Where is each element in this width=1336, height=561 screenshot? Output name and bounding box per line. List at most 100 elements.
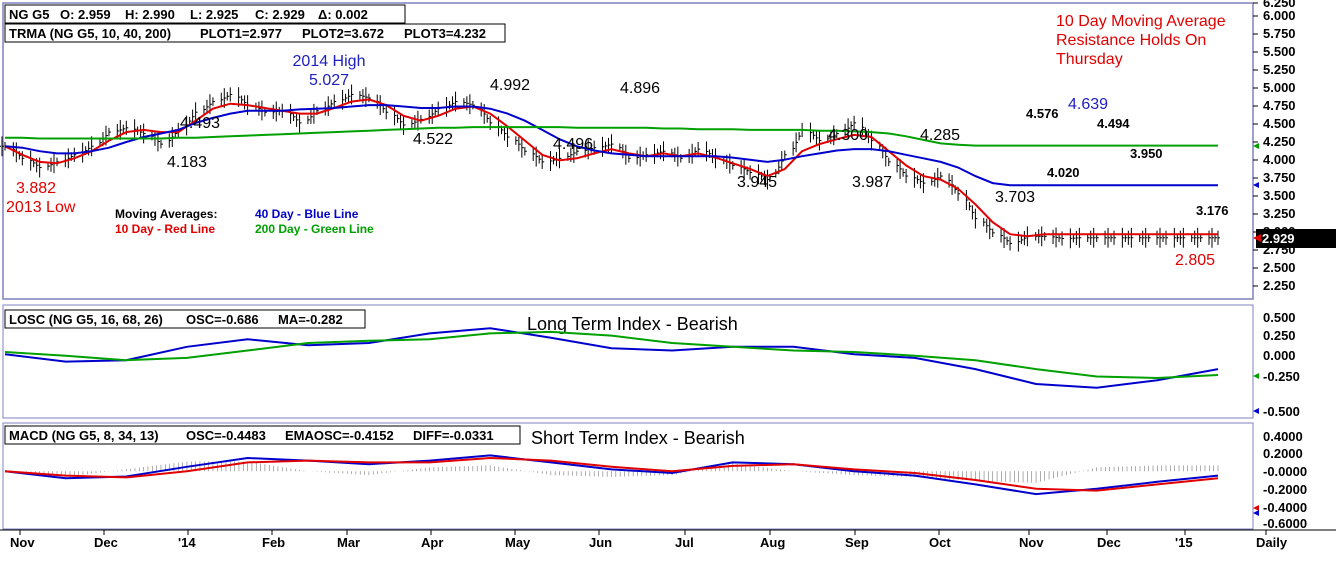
losc-osc: OSC=-0.686 — [186, 312, 259, 327]
legend-green: 200 Day - Green Line — [255, 222, 374, 236]
x-tick-label: Mar — [337, 535, 360, 550]
price-label: 3.987 — [852, 174, 892, 191]
ma40-line — [4, 104, 1218, 187]
macd-diff: DIFF=-0.0331 — [413, 428, 494, 443]
macd-osc-marker — [1253, 510, 1259, 516]
quote-header: NG G5 O: 2.959 H: 2.990 L: 2.925 C: 2.92… — [4, 4, 406, 24]
ma-legend: Moving Averages: 40 Day - Blue Line 10 D… — [115, 207, 374, 236]
price-panel — [2, 2, 1254, 300]
x-axis: Nov Dec '14 Feb Mar Apr May Jun Jul Aug Sep Oct Nov D… — [10, 530, 1288, 550]
last-price-marker — [1253, 234, 1261, 242]
losc-osc-marker — [1253, 408, 1259, 414]
x-tick-label: Daily — [1256, 535, 1288, 550]
last-price: 2.929 — [1262, 231, 1295, 246]
macd-tick-label: -0.4000 — [1263, 500, 1307, 515]
resistance-note-line2: Resistance Holds On — [1056, 32, 1206, 49]
macd-lines — [4, 454, 1219, 496]
price-label: 4.496 — [553, 136, 593, 153]
resistance-note-line3: Thursday — [1056, 51, 1123, 68]
price-label: 4.020 — [1047, 165, 1080, 180]
legend-blue: 40 Day - Blue Line — [255, 207, 359, 221]
price-label: 4.285 — [920, 127, 960, 144]
quote-symbol: NG G5 — [9, 7, 49, 22]
price-tick-label: 2.500 — [1263, 260, 1296, 275]
low-2013-label: 3.882 2013 Low — [6, 180, 76, 216]
price-tick-label: 4.250 — [1263, 134, 1296, 149]
losc-tick-label: 0.000 — [1263, 348, 1296, 363]
price-label: 4.522 — [413, 131, 453, 148]
price-label: 4.992 — [490, 77, 530, 94]
macd-label: MACD (NG G5, 8, 34, 13) — [9, 428, 159, 443]
macd-tick-label: 0.4000 — [1263, 429, 1303, 444]
losc-ma: MA=-0.282 — [278, 312, 343, 327]
price-label: 3.950 — [1130, 146, 1163, 161]
x-tick-label: Oct — [929, 535, 951, 550]
x-tick-label: Apr — [421, 535, 443, 550]
trma-plot2: PLOT2=3.672 — [302, 26, 384, 41]
price-label: 3.176 — [1196, 203, 1229, 218]
losc-label: LOSC (NG G5, 16, 68, 26) — [9, 312, 163, 327]
quote-open: O: 2.959 — [60, 7, 111, 22]
price-label: 4.493 — [180, 115, 220, 132]
low-2013-title: 2013 Low — [6, 199, 76, 216]
ma200-line — [5, 126, 1218, 147]
price-tick-label: 5.250 — [1263, 62, 1296, 77]
macd-tick-label: -0.6000 — [1263, 516, 1307, 531]
price-tick-label: 2.250 — [1263, 278, 1296, 293]
losc-osc-line — [4, 327, 1219, 389]
price-label: 4.300 — [828, 127, 868, 144]
price-label: 4.576 — [1026, 106, 1059, 121]
macd-emaosc: EMAOSC=-0.4152 — [285, 428, 394, 443]
low-2013-value: 3.882 — [16, 180, 56, 197]
x-tick-label: May — [505, 535, 531, 550]
macd-header: MACD (NG G5, 8, 34, 13) OSC=-0.4483 EMAO… — [4, 425, 521, 445]
losc-tick-label: -0.500 — [1263, 404, 1300, 419]
trma-plot1: PLOT1=2.977 — [200, 26, 282, 41]
macd-tick-label: -0.2000 — [1263, 482, 1307, 497]
macd-ema-line — [4, 456, 1219, 492]
ma200-marker — [1253, 143, 1259, 149]
macd-ema-marker — [1253, 505, 1259, 511]
resistance-note: 10 Day Moving Average Resistance Holds O… — [1056, 13, 1226, 68]
quote-high: H: 2.990 — [125, 7, 175, 22]
moving-average-lines — [4, 98, 1218, 238]
x-tick-label: '15 — [1175, 535, 1193, 550]
high-2014-title: 2014 High — [293, 53, 366, 70]
price-tick-label: 6.000 — [1263, 8, 1296, 23]
price-tick-label: 4.500 — [1263, 116, 1296, 131]
price-tick-label: 5.750 — [1263, 26, 1296, 41]
price-labels: 4.493 4.183 4.522 4.992 4.896 4.496 3.94… — [167, 77, 1229, 269]
x-tick-label: Feb — [262, 535, 285, 550]
losc-panel — [2, 304, 1254, 419]
quote-low: L: 2.925 — [190, 7, 238, 22]
trma-label: TRMA (NG G5, 10, 40, 200) — [9, 26, 171, 41]
high-2014-value: 5.027 — [309, 72, 349, 89]
macd-osc-line — [4, 454, 1219, 496]
x-tick-label: Nov — [1019, 535, 1044, 550]
ma40-marker — [1253, 182, 1259, 188]
short-term-title: Short Term Index - Bearish — [531, 428, 745, 448]
losc-axis: 0.500 0.250 0.000 -0.250 -0.500 — [1263, 310, 1300, 419]
price-label: 4.896 — [620, 80, 660, 97]
macd-tick-label: 0.2000 — [1263, 446, 1303, 461]
x-tick-label: Aug — [760, 535, 785, 550]
ma10-line — [4, 98, 1218, 238]
legend-red: 10 Day - Red Line — [115, 222, 215, 236]
losc-header: LOSC (NG G5, 16, 68, 26) OSC=-0.686 MA=-… — [4, 309, 366, 329]
x-tick-label: '14 — [178, 535, 196, 550]
price-label: 3.703 — [995, 189, 1035, 206]
price-tick-label: 3.500 — [1263, 188, 1296, 203]
resistance-note-line1: 10 Day Moving Average — [1056, 13, 1226, 30]
x-tick-label: Sep — [845, 535, 869, 550]
macd-osc: OSC=-0.4483 — [186, 428, 266, 443]
price-tick-label: 3.750 — [1263, 170, 1296, 185]
legend-title: Moving Averages: — [115, 207, 217, 221]
losc-lines — [4, 327, 1219, 389]
losc-ma-marker — [1253, 373, 1259, 379]
x-tick-label: Jun — [589, 535, 612, 550]
price-tick-label: 5.000 — [1263, 80, 1296, 95]
price-label: 4.639 — [1068, 96, 1108, 113]
macd-tick-label: -0.0000 — [1263, 464, 1307, 479]
price-label: 4.494 — [1097, 116, 1130, 131]
x-tick-label: Dec — [1097, 535, 1121, 550]
